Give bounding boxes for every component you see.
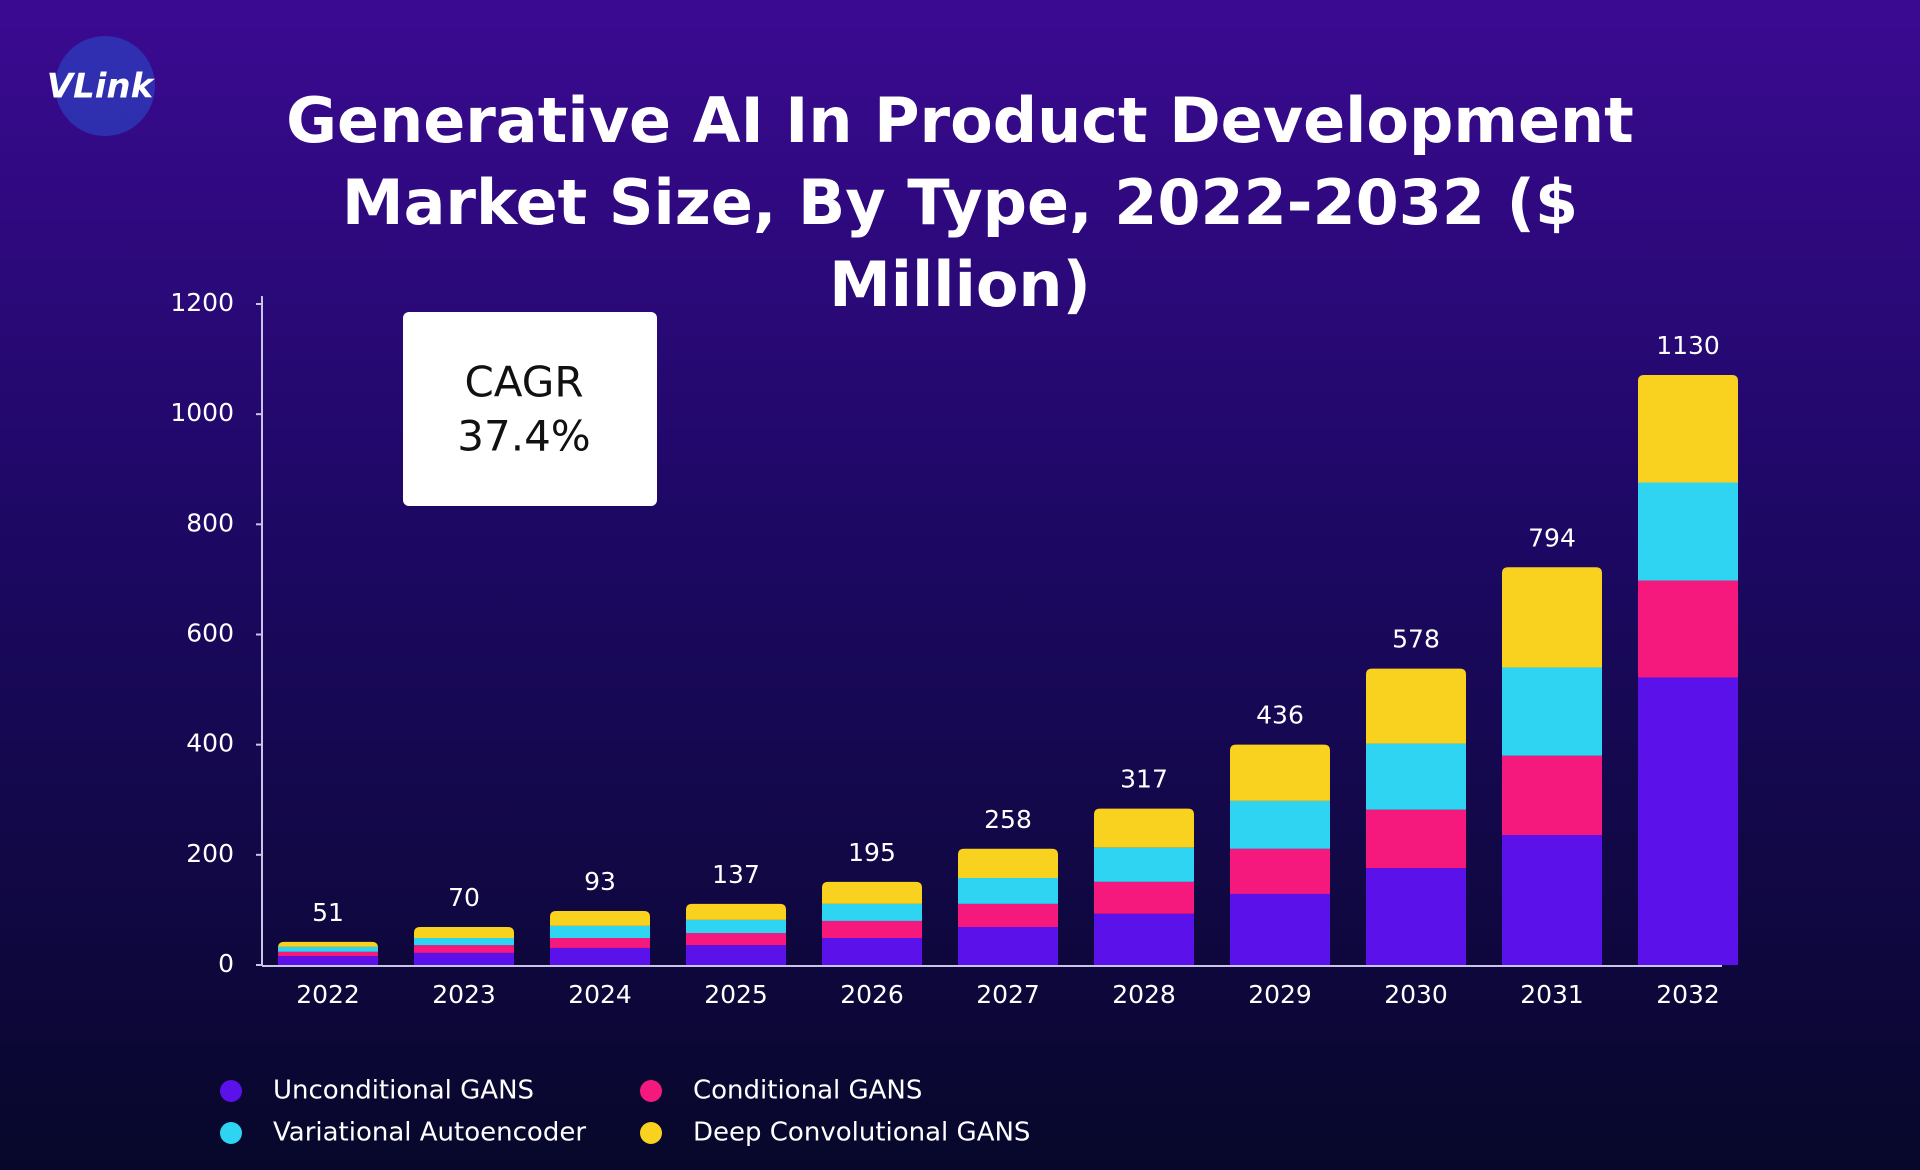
x-tick-label: 2032 xyxy=(1656,980,1720,1009)
y-tick-label: 1200 xyxy=(170,288,234,317)
legend-marker xyxy=(220,1080,242,1102)
x-tick-label: 2030 xyxy=(1384,980,1448,1009)
bar-segment xyxy=(1366,743,1466,810)
cagr-value: 37.4% xyxy=(457,412,590,461)
bar-segment xyxy=(822,920,922,939)
bar-segment xyxy=(1502,567,1602,668)
bar-segment xyxy=(1638,482,1738,581)
total-label: 258 xyxy=(984,805,1032,834)
total-label: 51 xyxy=(312,898,344,927)
x-tick-label: 2025 xyxy=(704,980,768,1009)
bar-segment xyxy=(1366,668,1466,744)
bar-segment xyxy=(278,956,378,965)
logo: VLink xyxy=(47,67,156,107)
bar-segment xyxy=(550,938,650,948)
bar-segment xyxy=(414,926,514,939)
total-label: 578 xyxy=(1392,625,1440,654)
bar-segment xyxy=(1230,848,1330,894)
bar-segment xyxy=(1094,847,1194,882)
bar-segment xyxy=(1638,677,1738,965)
total-label: 93 xyxy=(584,867,616,896)
x-tick-label: 2023 xyxy=(432,980,496,1009)
x-tick-label: 2022 xyxy=(296,980,360,1009)
bar-segment xyxy=(822,881,922,904)
bar-segment xyxy=(1502,755,1602,836)
bar-segment xyxy=(1094,881,1194,914)
bar-segment xyxy=(1366,868,1466,965)
total-label: 137 xyxy=(712,860,760,889)
bar-segment xyxy=(686,933,786,946)
legend-marker xyxy=(220,1122,242,1144)
bar-segment xyxy=(1502,835,1602,965)
legend-marker xyxy=(640,1080,662,1102)
total-label: 70 xyxy=(448,883,480,912)
bar-segment xyxy=(278,946,378,952)
bar-segment xyxy=(822,938,922,965)
bar-segment xyxy=(1230,744,1330,801)
bar-segment xyxy=(686,945,786,965)
bar-segment xyxy=(414,952,514,965)
bar-segment xyxy=(1094,913,1194,965)
bar-segment xyxy=(958,877,1058,904)
legend-marker xyxy=(640,1122,662,1144)
legend-label: Variational Autoencoder xyxy=(273,1118,586,1148)
total-label: 1130 xyxy=(1656,331,1720,360)
bar-segment xyxy=(1638,580,1738,678)
y-tick-label: 600 xyxy=(186,619,234,648)
bar-segment xyxy=(550,911,650,926)
total-label: 195 xyxy=(848,838,896,867)
bar-segment xyxy=(1230,893,1330,965)
y-tick-label: 200 xyxy=(186,839,234,868)
total-label: 317 xyxy=(1120,765,1168,794)
x-tick-label: 2031 xyxy=(1520,980,1584,1009)
y-tick-label: 0 xyxy=(218,949,234,978)
legend-label: Deep Convolutional GANS xyxy=(693,1118,1030,1148)
bar-segment xyxy=(1230,800,1330,849)
bar-segment xyxy=(958,848,1058,878)
bar-segment xyxy=(414,945,514,953)
bar-segment xyxy=(686,919,786,934)
cagr-label: CAGR xyxy=(464,358,583,407)
x-tick-label: 2026 xyxy=(840,980,904,1009)
bar-segment xyxy=(1638,375,1738,483)
x-tick-label: 2027 xyxy=(976,980,1040,1009)
y-tick-label: 800 xyxy=(186,508,234,537)
cagr-box xyxy=(403,312,657,506)
bar-segment xyxy=(414,938,514,946)
bar-segment xyxy=(1366,809,1466,869)
y-tick-label: 400 xyxy=(186,729,234,758)
bar-segment xyxy=(822,903,922,921)
x-tick-label: 2028 xyxy=(1112,980,1176,1009)
y-tick-label: 1000 xyxy=(170,398,234,427)
legend-label: Unconditional GANS xyxy=(273,1076,534,1106)
x-tick-label: 2024 xyxy=(568,980,632,1009)
total-label: 436 xyxy=(1256,701,1304,730)
bar-segment xyxy=(1094,808,1194,848)
bar-segment xyxy=(278,951,378,957)
chart-title: Generative AI In Product Development Mar… xyxy=(286,84,1634,321)
bar-segment xyxy=(958,903,1058,927)
bar-segment xyxy=(686,903,786,920)
bar-segment xyxy=(958,926,1058,965)
legend-label: Conditional GANS xyxy=(693,1076,922,1106)
x-tick-label: 2029 xyxy=(1248,980,1312,1009)
bar-segment xyxy=(550,925,650,939)
total-label: 794 xyxy=(1528,523,1576,552)
bar-segment xyxy=(278,941,378,948)
bar-segment xyxy=(1502,667,1602,756)
logo-globe xyxy=(55,36,155,136)
bar-segment xyxy=(550,947,650,965)
